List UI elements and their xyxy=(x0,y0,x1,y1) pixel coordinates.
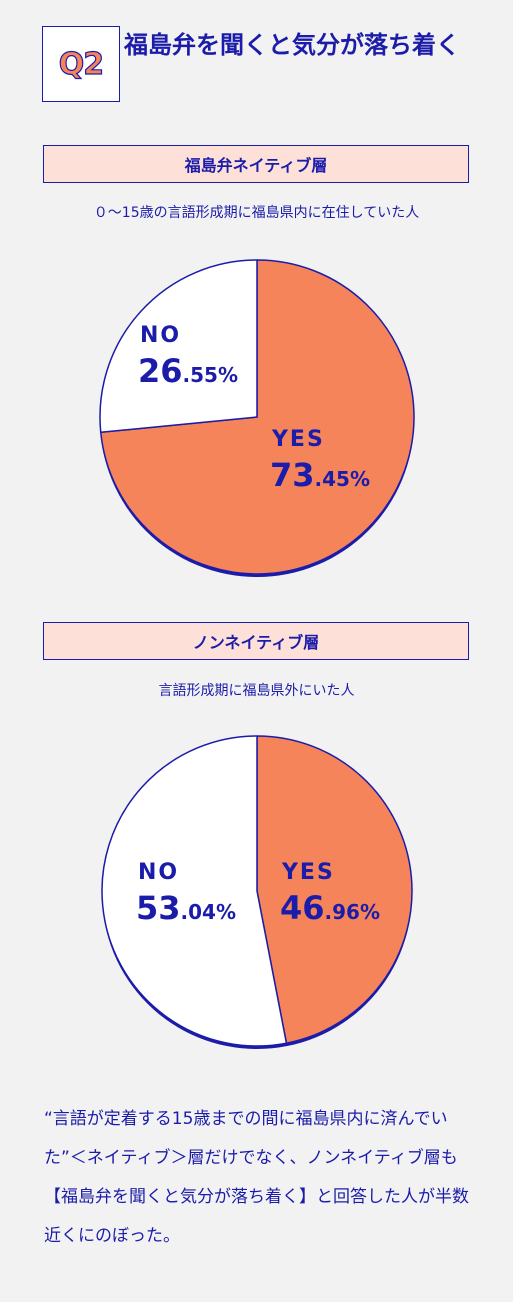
pie-chart-nonnative: YES 46.96% NO 53.04% xyxy=(101,735,413,1049)
question-number: Q2 xyxy=(58,46,105,82)
question-title: 福島弁を聞くと気分が落ち着く xyxy=(124,31,460,59)
slice-value-yes: 73.45% xyxy=(270,456,370,494)
slice-value-no: 53.04% xyxy=(136,889,236,927)
pie-chart-native: YES 73.45% NO 26.55% xyxy=(99,259,415,577)
section-band-native: 福島弁ネイティブ層 xyxy=(43,145,469,183)
pie-slice-no xyxy=(99,259,258,434)
section-band-nonnative: ノンネイティブ層 xyxy=(43,622,469,660)
section-description-nonnative: 言語形成期に福島県外にいた人 xyxy=(158,683,355,699)
slice-label-no: NO xyxy=(140,323,181,348)
slice-label-yes: YES xyxy=(281,860,335,885)
question-badge: Q2 xyxy=(42,26,120,102)
slice-label-yes: YES xyxy=(271,427,325,452)
footer-note: “言語が定着する15歳までの間に福島県内に済んでいた”＜ネイティブ＞層だけでなく… xyxy=(44,1109,469,1246)
pie-slice-yes xyxy=(256,735,413,1044)
slice-value-no: 26.55% xyxy=(138,352,238,390)
pie-slice-no xyxy=(101,735,288,1047)
slice-value-yes: 46.96% xyxy=(280,889,380,927)
section-description-native: ０〜15歳の言語形成期に福島県内に在住していた人 xyxy=(93,205,420,221)
slice-label-no: NO xyxy=(138,860,179,885)
